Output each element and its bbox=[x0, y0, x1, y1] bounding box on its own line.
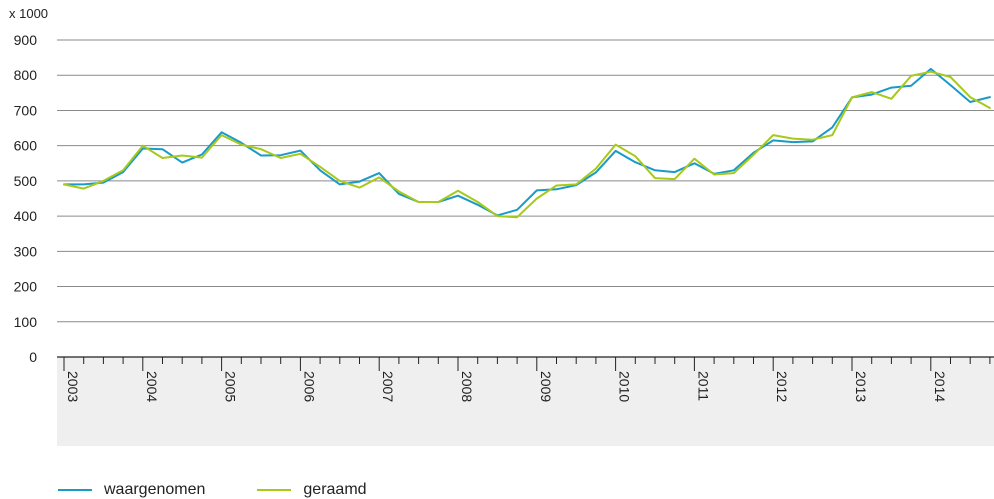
y-tick-label-700: 700 bbox=[14, 102, 38, 118]
y-tick-label-100: 100 bbox=[14, 314, 38, 330]
x-tick-label-2005: 2005 bbox=[223, 371, 239, 402]
y-tick-labels: 0 100 200 300 400 500 600 700 800 900 bbox=[14, 32, 38, 365]
x-axis: 2003 2004 2005 2006 2007 2008 2009 2010 2011 2012… bbox=[57, 356, 994, 402]
legend-swatch-geraamd bbox=[257, 489, 292, 491]
gridlines bbox=[57, 39, 994, 323]
series-line-waargenomen bbox=[63, 67, 991, 217]
y-tick-label-400: 400 bbox=[14, 208, 38, 224]
x-tick-label-2007: 2007 bbox=[380, 371, 396, 402]
x-tick-label-2004: 2004 bbox=[144, 371, 160, 402]
legend: waargenomen geraamd bbox=[58, 481, 419, 499]
series-line-geraamd bbox=[63, 70, 991, 219]
x-tick-label-2008: 2008 bbox=[459, 371, 475, 402]
x-tick-label-2011: 2011 bbox=[695, 371, 711, 401]
legend-label-geraamd: geraamd bbox=[303, 481, 367, 498]
x-tick-label-2009: 2009 bbox=[538, 371, 554, 402]
y-tick-label-0: 0 bbox=[29, 349, 37, 365]
x-tick-label-2013: 2013 bbox=[853, 371, 869, 402]
legend-label-waargenomen: waargenomen bbox=[104, 481, 206, 498]
x-tick-label-2012: 2012 bbox=[774, 371, 790, 402]
x-tick-label-2014: 2014 bbox=[932, 371, 948, 402]
x-tick-label-2010: 2010 bbox=[617, 371, 633, 402]
legend-item-geraamd: geraamd bbox=[257, 481, 367, 499]
y-tick-label-900: 900 bbox=[14, 32, 38, 48]
y-tick-label-800: 800 bbox=[14, 67, 38, 83]
y-tick-label-500: 500 bbox=[14, 173, 38, 189]
series-lines bbox=[63, 67, 991, 219]
y-tick-label-600: 600 bbox=[14, 138, 38, 154]
y-tick-label-200: 200 bbox=[14, 279, 38, 295]
legend-item-waargenomen: waargenomen bbox=[58, 481, 205, 499]
x-tick-label-2003: 2003 bbox=[65, 371, 81, 402]
legend-swatch-waargenomen bbox=[58, 489, 92, 491]
x-tick-label-2006: 2006 bbox=[301, 371, 317, 402]
y-tick-label-300: 300 bbox=[14, 243, 38, 259]
x-axis-band bbox=[57, 357, 994, 446]
y-unit-label: x 1000 bbox=[9, 6, 48, 21]
